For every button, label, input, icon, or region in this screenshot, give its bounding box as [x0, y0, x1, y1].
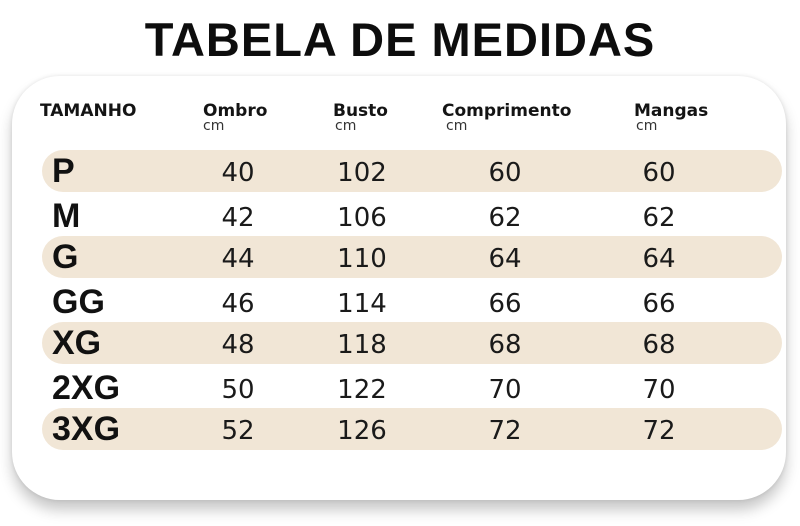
ombro-value: 50 [221, 375, 255, 405]
table-row: 3XG 52 126 72 72 [42, 408, 782, 450]
mangas-value: 62 [642, 203, 676, 233]
mangas-value: 70 [642, 375, 676, 405]
header-ombro-unit: cm [203, 118, 225, 134]
table-row: 2XG 50 122 70 70 [42, 367, 782, 409]
ombro-value: 46 [221, 289, 255, 319]
mangas-value: 72 [642, 416, 676, 446]
busto-value: 122 [337, 375, 387, 405]
table-row: P 40 102 60 60 [42, 150, 782, 192]
size-table-card: TAMANHO Ombro cm Busto cm Comprimento cm… [12, 76, 786, 500]
size-label: M [52, 197, 81, 235]
busto-value: 118 [337, 330, 387, 360]
table-row: M 42 106 62 62 [42, 195, 782, 237]
comprimento-value: 60 [488, 158, 522, 188]
header-mangas: Mangas [634, 101, 709, 121]
busto-value: 102 [337, 158, 387, 188]
busto-value: 106 [337, 203, 387, 233]
header-comprimento: Comprimento [442, 101, 572, 121]
comprimento-value: 64 [488, 244, 522, 274]
mangas-value: 60 [642, 158, 676, 188]
table-row: G 44 110 64 64 [42, 236, 782, 278]
comprimento-value: 70 [488, 375, 522, 405]
ombro-value: 52 [221, 416, 255, 446]
header-busto: Busto [333, 101, 388, 121]
size-label: XG [52, 324, 102, 362]
table-row: XG 48 118 68 68 [42, 322, 782, 364]
busto-value: 114 [337, 289, 387, 319]
size-label: 2XG [52, 369, 121, 407]
ombro-value: 42 [221, 203, 255, 233]
header-tamanho: TAMANHO [40, 101, 137, 121]
comprimento-value: 72 [488, 416, 522, 446]
size-label: GG [52, 283, 105, 321]
header-ombro: Ombro [203, 101, 268, 121]
busto-value: 110 [337, 244, 387, 274]
header-busto-unit: cm [335, 118, 357, 134]
size-label: P [52, 152, 75, 190]
comprimento-value: 68 [488, 330, 522, 360]
ombro-value: 48 [221, 330, 255, 360]
header-comprimento-unit: cm [446, 118, 468, 134]
size-label: 3XG [52, 410, 121, 448]
table-row: GG 46 114 66 66 [42, 281, 782, 323]
busto-value: 126 [337, 416, 387, 446]
mangas-value: 64 [642, 244, 676, 274]
ombro-value: 44 [221, 244, 255, 274]
header-mangas-unit: cm [636, 118, 658, 134]
ombro-value: 40 [221, 158, 255, 188]
mangas-value: 68 [642, 330, 676, 360]
page-title: TABELA DE MEDIDAS [144, 13, 656, 66]
comprimento-value: 62 [488, 203, 522, 233]
comprimento-value: 66 [488, 289, 522, 319]
size-label: G [52, 238, 79, 276]
mangas-value: 66 [642, 289, 676, 319]
